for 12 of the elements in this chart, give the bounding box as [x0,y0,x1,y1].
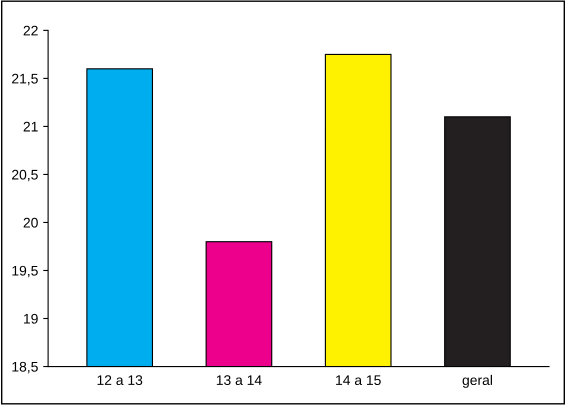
y-tick-label: 18,5 [12,362,38,374]
y-tick-label: 19,5 [12,266,38,278]
y-tick-label: 21,5 [12,74,38,86]
y-tick-label: 19 [24,314,38,324]
x-tick-label: 13 a 14 [216,375,262,386]
x-tick-label: 12 a 13 [98,375,142,386]
y-tick-label: 20,5 [12,170,38,182]
y-tick-label: 22 [24,26,38,36]
x-tick-label: 14 a 15 [336,375,381,386]
y-tick-label: 20 [24,218,38,228]
y-tick-label: 21 [24,122,38,132]
x-tick-label: geral [462,374,492,388]
